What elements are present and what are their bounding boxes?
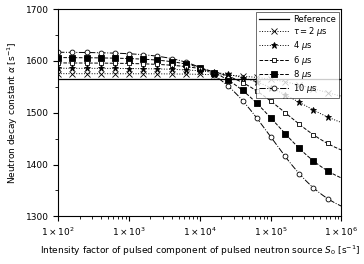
$\tau = 2\ \mu$s <box>237 74 241 77</box>
Line: $10\ \mu$s: $10\ \mu$s <box>56 50 344 209</box>
$4\ \mu$s <box>237 75 241 78</box>
$6\ \mu$s <box>237 79 241 82</box>
$\tau = 2\ \mu$s <box>300 84 304 87</box>
$6\ \mu$s <box>74 61 78 64</box>
$6\ \mu$s <box>271 101 275 105</box>
Line: $6\ \mu$s: $6\ \mu$s <box>56 60 344 152</box>
$10\ \mu$s <box>237 95 241 98</box>
$10\ \mu$s <box>300 175 304 178</box>
$10\ \mu$s <box>228 86 232 89</box>
$10\ \mu$s <box>56 51 60 54</box>
$8\ \mu$s <box>300 149 304 153</box>
$\tau = 2\ \mu$s <box>228 74 232 77</box>
$8\ \mu$s <box>221 76 225 79</box>
Legend: Reference, $\tau = 2\ \mu$s, $4\ \mu$s, $6\ \mu$s, $8\ \mu$s, $10\ \mu$s: Reference, $\tau = 2\ \mu$s, $4\ \mu$s, … <box>256 12 339 98</box>
$10\ \mu$s <box>271 139 275 142</box>
Y-axis label: Neutron decay constant $\alpha$ [s$^{-1}$]: Neutron decay constant $\alpha$ [s$^{-1}… <box>5 41 20 184</box>
$\tau = 2\ \mu$s <box>221 73 225 77</box>
$\tau = 2\ \mu$s <box>56 72 60 75</box>
$\tau = 2\ \mu$s <box>271 78 275 81</box>
$4\ \mu$s <box>271 87 275 90</box>
$4\ \mu$s <box>74 67 78 70</box>
Line: $\tau = 2\ \mu$s: $\tau = 2\ \mu$s <box>55 71 344 99</box>
$6\ \mu$s <box>300 125 304 128</box>
$10\ \mu$s <box>221 80 225 83</box>
$4\ \mu$s <box>300 102 304 106</box>
$8\ \mu$s <box>228 80 232 83</box>
$6\ \mu$s <box>339 148 344 152</box>
$6\ \mu$s <box>228 75 232 78</box>
$\tau = 2\ \mu$s <box>339 95 344 98</box>
$4\ \mu$s <box>228 73 232 76</box>
$6\ \mu$s <box>56 61 60 64</box>
$8\ \mu$s <box>271 119 275 122</box>
$6\ \mu$s <box>221 73 225 76</box>
$8\ \mu$s <box>339 176 344 180</box>
$8\ \mu$s <box>74 56 78 59</box>
$10\ \mu$s <box>74 51 78 54</box>
$\tau = 2\ \mu$s <box>74 72 78 75</box>
$8\ \mu$s <box>56 56 60 59</box>
X-axis label: Intensity factor of pulsed component of pulsed neutron source $S_0$ [s$^{-1}$]: Intensity factor of pulsed component of … <box>40 244 360 258</box>
$8\ \mu$s <box>237 86 241 89</box>
Line: $4\ \mu$s: $4\ \mu$s <box>55 65 345 126</box>
$10\ \mu$s <box>339 205 344 208</box>
$4\ \mu$s <box>339 121 344 124</box>
$4\ \mu$s <box>221 72 225 75</box>
Line: $8\ \mu$s: $8\ \mu$s <box>55 55 344 181</box>
$4\ \mu$s <box>56 67 60 70</box>
